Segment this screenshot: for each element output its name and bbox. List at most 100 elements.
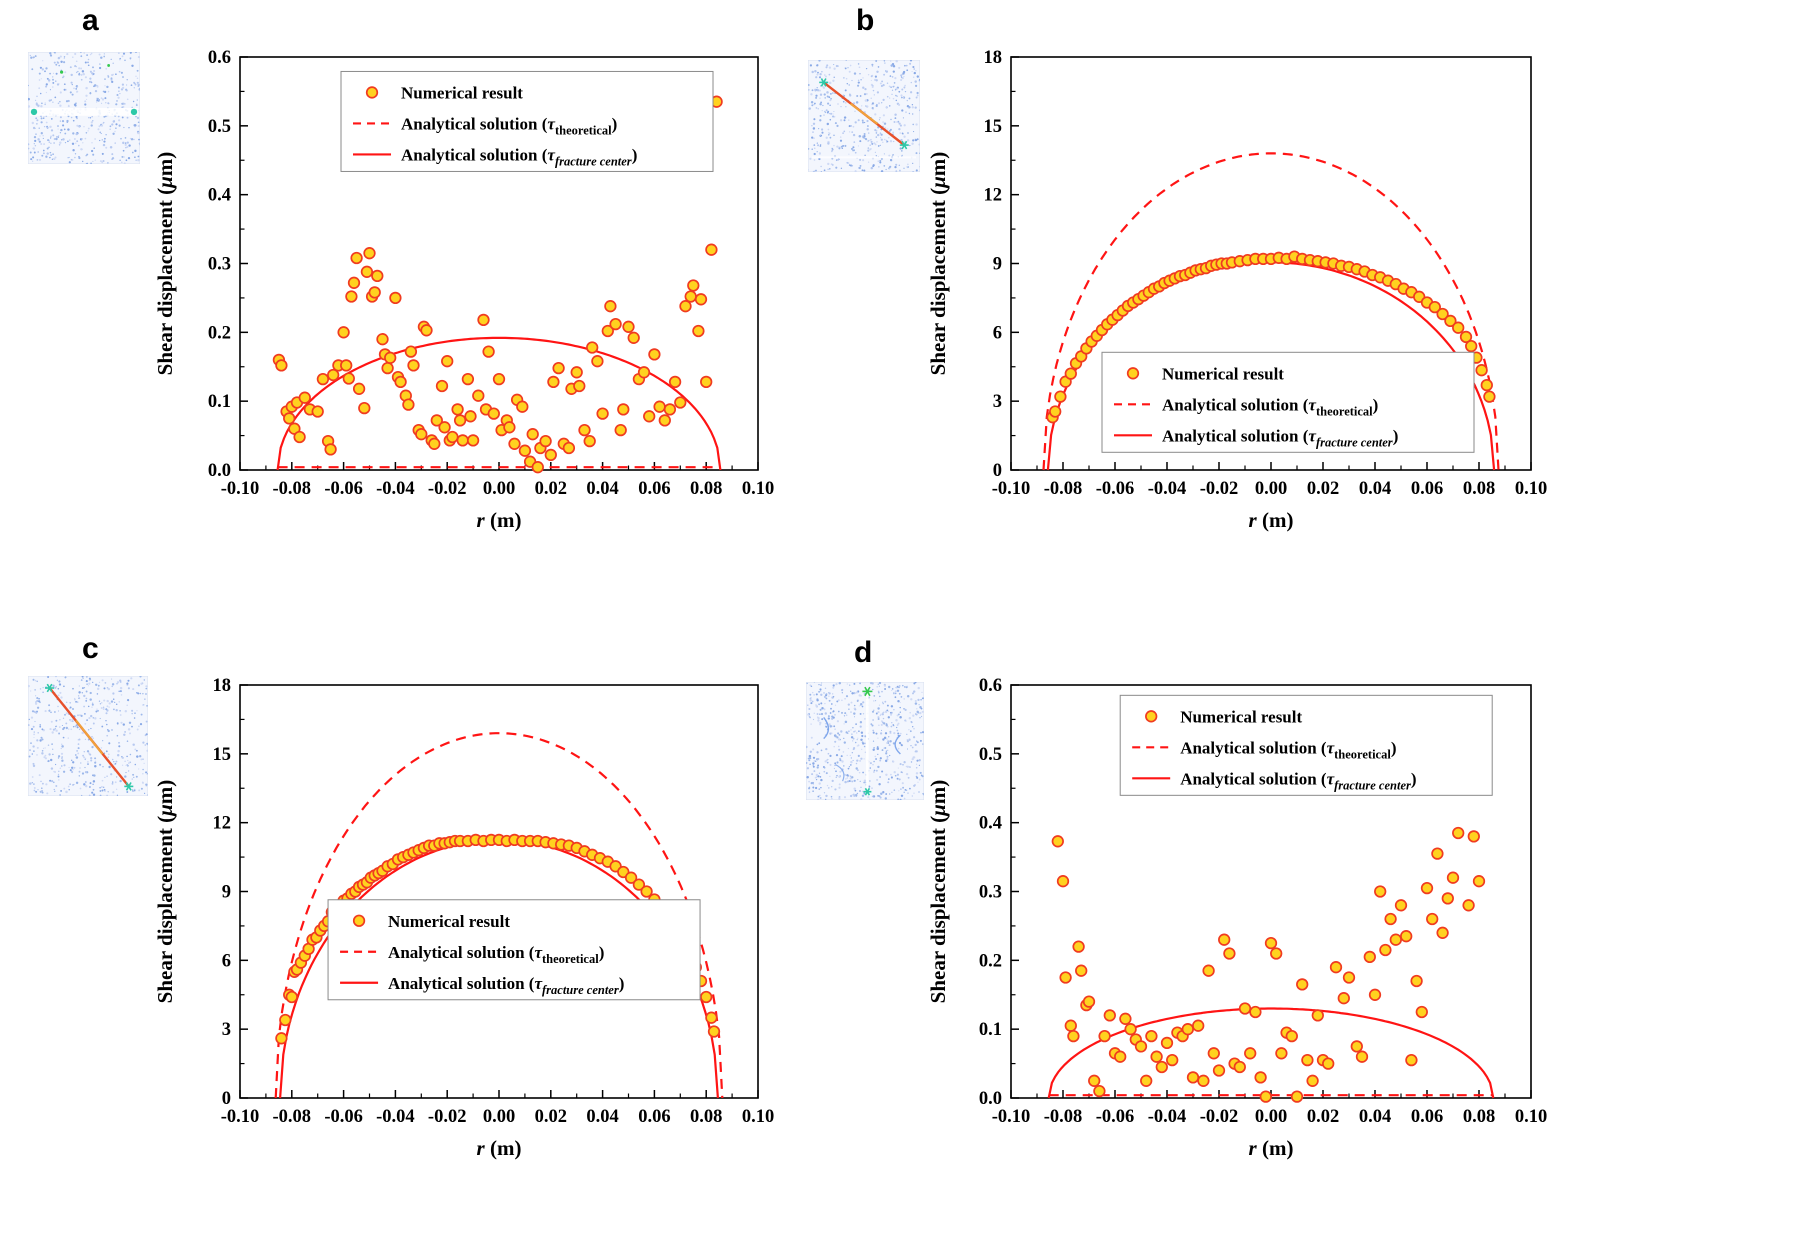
svg-text:-0.08: -0.08 xyxy=(1044,1107,1083,1127)
panel-label-d: d xyxy=(854,636,873,669)
svg-text:0.08: 0.08 xyxy=(690,479,722,499)
legend-marker-circle xyxy=(1126,367,1140,380)
svg-text:0.6: 0.6 xyxy=(979,676,1002,696)
x-axis: -0.10 -0.08 -0.06 -0.04 -0.02 0.00 0.02 0.04 0.0… xyxy=(221,1090,774,1160)
x-axis-title: r (m) xyxy=(477,1136,522,1160)
svg-text:0.04: 0.04 xyxy=(586,1107,618,1127)
svg-text:12: 12 xyxy=(213,814,232,834)
svg-text:0.04: 0.04 xyxy=(586,479,618,499)
svg-text:0.06: 0.06 xyxy=(1411,1107,1443,1127)
svg-text:18: 18 xyxy=(213,676,232,696)
curve-analytical-theoretical xyxy=(274,732,724,1099)
svg-text:0.5: 0.5 xyxy=(979,745,1002,765)
curve-analytical-fracture-center xyxy=(1047,1007,1495,1099)
svg-text:0.10: 0.10 xyxy=(742,479,774,499)
y-axis-title: Shear displacement (μm) xyxy=(153,152,177,376)
svg-text:0.02: 0.02 xyxy=(535,1107,567,1127)
svg-text:0.0: 0.0 xyxy=(979,1089,1002,1109)
svg-text:0.02: 0.02 xyxy=(1307,1107,1339,1127)
svg-text:0.06: 0.06 xyxy=(1411,479,1443,499)
svg-text:0.04: 0.04 xyxy=(1359,1107,1391,1127)
y-axis: 0.0 0.1 0.2 0.3 0.4 0.5 0.6 Shear displacement … xyxy=(153,48,248,481)
x-axis-title: r (m) xyxy=(1249,1136,1294,1160)
panel-label-c: c xyxy=(82,632,99,665)
x-axis: -0.10 -0.08 -0.06 -0.04 -0.02 0.00 0.02 0.04 0.0… xyxy=(992,1090,1547,1160)
svg-text:0.1: 0.1 xyxy=(208,392,231,412)
legend-marker-circle xyxy=(352,914,366,927)
svg-text:-0.10: -0.10 xyxy=(992,479,1031,499)
svg-text:-0.08: -0.08 xyxy=(273,1107,312,1127)
svg-text:-0.04: -0.04 xyxy=(376,1107,415,1127)
legend-entry-label: Analytical solution (τtheoretical) xyxy=(1162,395,1378,418)
svg-text:0.3: 0.3 xyxy=(208,255,231,275)
inset-simulation-snapshot-b xyxy=(808,60,920,172)
inset-simulation-snapshot-d xyxy=(806,682,924,800)
svg-text:0.02: 0.02 xyxy=(1307,479,1339,499)
y-axis: 0 3 6 9 12 15 18 Shear displacement (μm) xyxy=(926,48,1019,481)
svg-text:0.6: 0.6 xyxy=(208,48,231,68)
legend-entry-label: Analytical solution (τfracture center) xyxy=(1162,426,1398,449)
svg-text:15: 15 xyxy=(213,745,232,765)
svg-text:0.2: 0.2 xyxy=(979,951,1002,971)
svg-text:0: 0 xyxy=(222,1089,231,1109)
svg-text:6: 6 xyxy=(222,951,231,971)
legend-box: Numerical result Analytical solution (τth… xyxy=(1119,694,1493,796)
inset-simulation-snapshot-a xyxy=(28,52,140,164)
y-axis-title: Shear displacement (μm) xyxy=(153,780,177,1004)
inset-simulation-snapshot-c xyxy=(28,676,148,796)
svg-text:0.04: 0.04 xyxy=(1359,479,1391,499)
scatter-series-numerical-result xyxy=(1046,250,1496,424)
legend-marker-circle xyxy=(1145,710,1158,723)
legend-box: Numerical result Analytical solution (τth… xyxy=(1101,351,1475,453)
svg-text:-0.04: -0.04 xyxy=(1148,479,1187,499)
svg-text:0.3: 0.3 xyxy=(979,883,1002,903)
svg-text:-0.02: -0.02 xyxy=(428,1107,467,1127)
svg-text:-0.06: -0.06 xyxy=(324,1107,363,1127)
x-axis: -0.10 -0.08 -0.06 -0.04 -0.02 0.00 0.02 0.04 0.0… xyxy=(221,462,774,532)
svg-text:0.0: 0.0 xyxy=(208,461,231,481)
svg-text:-0.10: -0.10 xyxy=(221,479,260,499)
legend-entry-label: Numerical result xyxy=(1162,364,1284,383)
svg-text:3: 3 xyxy=(993,392,1002,412)
legend-entry-label: Numerical result xyxy=(388,912,510,931)
y-axis: 0.0 0.1 0.2 0.3 0.4 0.5 0.6 Shear displacement … xyxy=(926,676,1019,1109)
svg-text:-0.10: -0.10 xyxy=(992,1107,1031,1127)
plot-frame xyxy=(239,684,759,1099)
svg-text:0.00: 0.00 xyxy=(483,1107,515,1127)
y-axis-title: Shear displacement (μm) xyxy=(926,780,950,1004)
legend-entry-label: Analytical solution (τfracture center) xyxy=(388,974,624,997)
chart-panel-d: -0.10 -0.08 -0.06 -0.04 -0.02 0.00 0.02 0.04 0.0… xyxy=(926,676,1547,1160)
x-axis: -0.10 -0.08 -0.06 -0.04 -0.02 0.00 0.02 0.04 0.0… xyxy=(992,462,1547,532)
legend-box: Numerical result Analytical solution (τth… xyxy=(327,899,701,1001)
panel-label-b: b xyxy=(856,4,875,37)
x-axis-title: r (m) xyxy=(1249,508,1294,532)
svg-text:0.10: 0.10 xyxy=(1515,479,1547,499)
chart-panel-a: -0.10 -0.08 -0.06 -0.04 -0.02 0.00 0.02 0.04 0.0… xyxy=(153,48,774,532)
y-axis: 0 3 6 9 12 15 18 Shear displacement (μm) xyxy=(153,676,248,1109)
svg-text:0.1: 0.1 xyxy=(979,1020,1002,1040)
svg-text:-0.04: -0.04 xyxy=(376,479,415,499)
svg-text:0.02: 0.02 xyxy=(535,479,567,499)
svg-text:-0.06: -0.06 xyxy=(324,479,363,499)
legend-entry-label: Analytical solution (τtheoretical) xyxy=(388,943,604,966)
x-axis-title: r (m) xyxy=(477,508,522,532)
svg-text:-0.06: -0.06 xyxy=(1096,1107,1135,1127)
svg-text:9: 9 xyxy=(222,883,231,903)
y-axis-title: Shear displacement (μm) xyxy=(926,152,950,376)
svg-text:0.00: 0.00 xyxy=(1255,479,1287,499)
svg-text:0.4: 0.4 xyxy=(979,814,1002,834)
legend-marker-circle xyxy=(365,86,379,99)
svg-text:0.4: 0.4 xyxy=(208,186,231,206)
svg-text:-0.02: -0.02 xyxy=(1200,479,1239,499)
svg-text:3: 3 xyxy=(222,1020,231,1040)
svg-text:0.08: 0.08 xyxy=(1463,479,1495,499)
scatter-series-numerical-result xyxy=(1051,775,1486,1103)
svg-text:0.5: 0.5 xyxy=(208,117,231,137)
svg-text:-0.08: -0.08 xyxy=(1044,479,1083,499)
svg-text:0.08: 0.08 xyxy=(1463,1107,1495,1127)
svg-text:-0.08: -0.08 xyxy=(273,479,312,499)
legend-entry-label: Numerical result xyxy=(401,83,523,102)
svg-text:-0.10: -0.10 xyxy=(221,1107,260,1127)
svg-text:0.00: 0.00 xyxy=(483,479,515,499)
